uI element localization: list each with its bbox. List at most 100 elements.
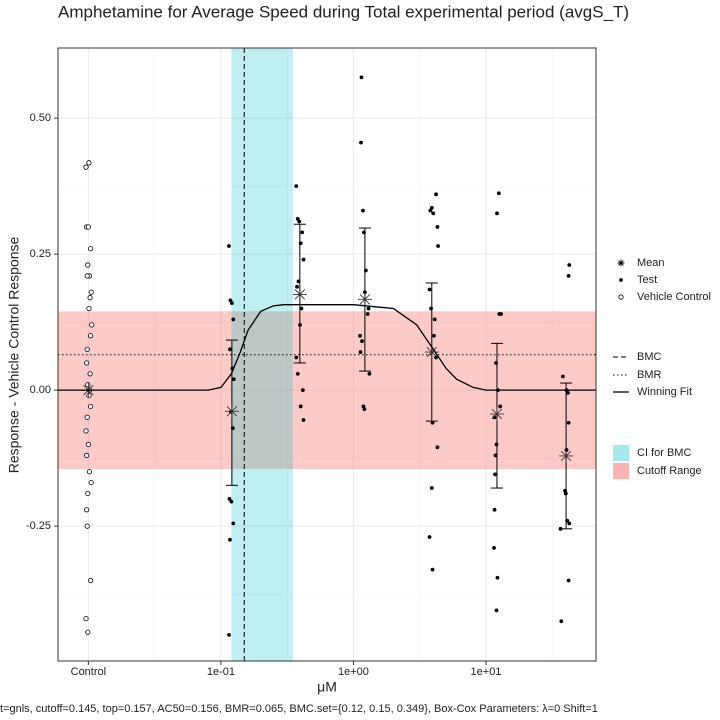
test-point xyxy=(427,535,432,539)
control-point xyxy=(87,371,93,377)
test-point xyxy=(435,445,440,450)
control-point xyxy=(84,523,90,529)
test-point xyxy=(560,374,565,379)
legend-key xyxy=(618,294,624,300)
test-point xyxy=(492,507,497,512)
test-point xyxy=(427,287,432,292)
test-point xyxy=(495,211,499,216)
test-point xyxy=(492,545,496,550)
test-point xyxy=(358,350,363,354)
test-point xyxy=(430,567,435,572)
control-point xyxy=(88,403,94,410)
legend-label: Winning Fit xyxy=(637,386,692,398)
control-point xyxy=(88,333,94,339)
legend-key xyxy=(617,259,625,267)
control-point xyxy=(87,295,93,301)
control-point xyxy=(88,577,94,584)
mean-marker xyxy=(224,404,239,419)
control-point xyxy=(85,629,91,635)
control-point xyxy=(85,382,91,388)
control-point xyxy=(84,452,90,458)
control-point xyxy=(85,262,91,268)
y-axis-title: Response - Vehicle Control Response xyxy=(6,236,22,473)
panel-border xyxy=(57,47,597,662)
y-tick-label: -0.25 xyxy=(26,520,51,532)
test-point xyxy=(229,499,234,504)
test-point xyxy=(299,306,304,311)
test-point xyxy=(295,284,299,289)
test-point xyxy=(294,355,299,360)
test-point xyxy=(566,578,571,583)
mean-marker xyxy=(489,407,504,422)
control-point xyxy=(84,414,90,420)
test-point xyxy=(228,537,232,542)
control-point xyxy=(85,441,91,448)
test-point xyxy=(431,211,436,216)
test-point xyxy=(566,390,570,395)
y-tick-label: 0.25 xyxy=(30,248,51,260)
control-point xyxy=(88,289,94,295)
test-point xyxy=(559,619,564,624)
legend-label: BMC xyxy=(637,351,662,363)
control-point xyxy=(84,360,90,366)
fit-curve xyxy=(58,304,596,391)
test-point xyxy=(567,263,572,267)
x-tick-label: 1e-01 xyxy=(207,666,235,678)
control-point xyxy=(83,615,89,622)
test-point xyxy=(359,140,363,145)
control-point xyxy=(85,490,91,497)
test-point xyxy=(227,244,231,248)
control-point xyxy=(86,392,92,399)
control-point xyxy=(85,224,91,230)
test-point xyxy=(366,306,371,311)
test-point xyxy=(300,230,305,235)
legend-key xyxy=(613,463,629,479)
test-point xyxy=(428,208,433,213)
test-point xyxy=(498,404,503,409)
test-point xyxy=(227,497,232,501)
mean-marker xyxy=(292,287,307,302)
legend-label: BMR xyxy=(637,369,662,381)
test-point xyxy=(499,312,503,316)
test-point xyxy=(492,415,497,420)
test-point xyxy=(496,191,501,196)
test-point xyxy=(365,312,370,316)
test-point xyxy=(567,521,572,526)
mean-marker xyxy=(559,448,574,463)
legend-key xyxy=(619,278,623,282)
control-point xyxy=(84,273,90,279)
control-point xyxy=(86,160,92,166)
x-tick-label: 1e+01 xyxy=(471,666,502,678)
test-point xyxy=(228,347,232,352)
test-point xyxy=(298,404,303,409)
control-point xyxy=(88,479,94,486)
test-point xyxy=(300,388,305,393)
test-point xyxy=(358,333,362,338)
test-point xyxy=(359,75,364,80)
mean-marker xyxy=(424,345,439,360)
test-point xyxy=(435,225,440,229)
control-point xyxy=(86,469,93,475)
x-tick-label: Control xyxy=(71,666,106,678)
control-point xyxy=(84,346,90,352)
control-point xyxy=(89,322,95,328)
test-point xyxy=(297,219,302,224)
test-point xyxy=(430,420,435,425)
footer-note: t=gnls, cutoff=0.145, top=0.157, AC50=0.… xyxy=(0,703,598,715)
chart-title: Amphetamine for Average Speed during Tot… xyxy=(58,2,629,21)
test-point xyxy=(436,244,440,248)
test-point xyxy=(295,371,300,376)
test-point xyxy=(301,257,306,262)
test-point xyxy=(429,486,434,490)
control-point xyxy=(83,164,89,170)
y-tick-label: 0.50 xyxy=(30,112,51,124)
x-tick-label: 1e+00 xyxy=(338,666,369,678)
test-point xyxy=(429,306,433,311)
test-point xyxy=(566,274,571,278)
legend-label: Mean xyxy=(637,257,665,269)
control-point xyxy=(86,305,92,312)
test-point xyxy=(434,192,438,197)
legend-label: CI for BMC xyxy=(637,447,691,459)
test-point xyxy=(227,632,231,637)
